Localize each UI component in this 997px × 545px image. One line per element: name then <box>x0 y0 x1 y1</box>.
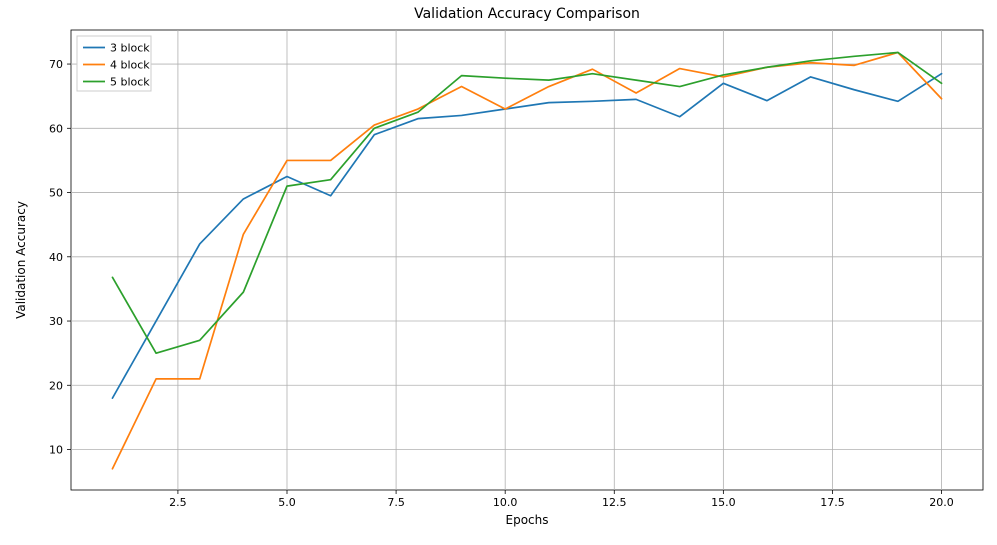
legend-label: 4 block <box>110 59 150 72</box>
y-tick-label: 20 <box>49 379 63 392</box>
y-tick-label: 50 <box>49 187 63 200</box>
chart-svg: 2.5 5.0 7.5 10.0 12.5 15.0 17.5 20.0 10 20 30 40 50 6… <box>0 0 997 545</box>
x-tick-label: 10.0 <box>493 496 518 509</box>
y-axis-label: Validation Accuracy <box>14 201 28 319</box>
line-chart: 2.5 5.0 7.5 10.0 12.5 15.0 17.5 20.0 10 20 30 40 50 6… <box>0 0 997 545</box>
y-tick-label: 40 <box>49 251 63 264</box>
y-tick-label: 70 <box>49 58 63 71</box>
y-tick-label: 10 <box>49 444 63 457</box>
x-tick-label: 17.5 <box>820 496 845 509</box>
x-axis-label: Epochs <box>506 513 549 527</box>
chart-title: Validation Accuracy Comparison <box>414 6 640 22</box>
x-tick-label: 20.0 <box>929 496 954 509</box>
legend-label: 5 block <box>110 76 150 89</box>
x-tick-label: 15.0 <box>711 496 736 509</box>
legend-label: 3 block <box>110 42 150 55</box>
y-tick-label: 60 <box>49 122 63 135</box>
x-tick-label: 2.5 <box>169 496 187 509</box>
x-tick-label: 5.0 <box>278 496 296 509</box>
y-tick-label: 30 <box>49 315 63 328</box>
x-tick-label: 7.5 <box>387 496 405 509</box>
x-tick-label: 12.5 <box>602 496 627 509</box>
